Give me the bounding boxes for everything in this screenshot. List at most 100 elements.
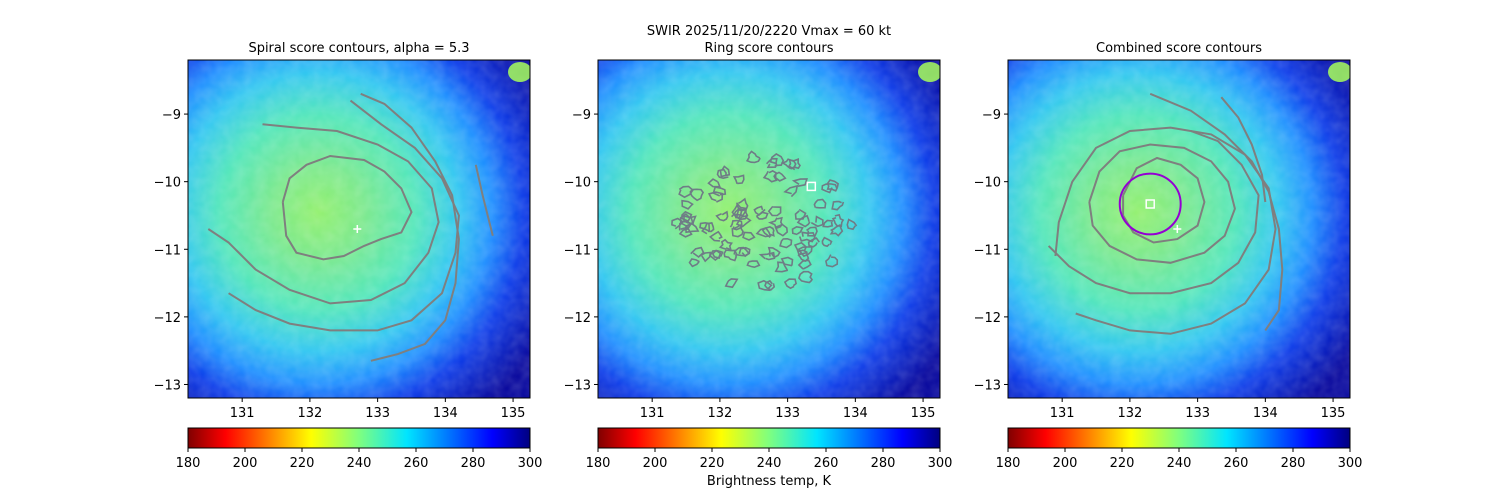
contour-line (360, 92, 460, 362)
ring-contour (783, 278, 797, 290)
ring-contour (742, 231, 756, 241)
ring-contour (734, 246, 751, 257)
colorbar-tick-label: 180 (586, 456, 611, 471)
x-tick-label: 134 (843, 406, 868, 421)
ring-contour (774, 223, 789, 237)
ring-contour (780, 256, 794, 267)
ring-contour (729, 219, 743, 231)
colorbar-tick-label: 280 (1281, 456, 1306, 471)
y-tick-label: −11 (974, 243, 1001, 258)
panel-title: Combined score contours (1096, 41, 1262, 56)
colorbar (1007, 427, 1351, 449)
colorbar-tick-label: 180 (176, 456, 201, 471)
ring-contour (797, 270, 814, 284)
ring-contour (779, 237, 793, 249)
ring-contour (822, 219, 834, 228)
ring-contour (757, 279, 773, 292)
x-tick-label: 134 (1253, 406, 1278, 421)
ring-contour (761, 226, 775, 239)
ring-contour (731, 223, 744, 238)
colorbar-tick-label: 260 (814, 456, 839, 471)
ring-contour (762, 169, 778, 183)
y-tick-label: −10 (564, 176, 591, 191)
ring-contour (807, 237, 820, 248)
colorbar (597, 427, 941, 449)
x-tick-label: 135 (1321, 406, 1346, 421)
contour-line (281, 154, 413, 261)
contour-line (1047, 130, 1260, 295)
contour-line (1220, 96, 1267, 203)
x-tick-label: 135 (911, 406, 936, 421)
x-tick-label: 133 (365, 406, 390, 421)
ring-contour (736, 197, 749, 211)
ring-contour (745, 150, 761, 164)
ring-contour (797, 249, 810, 263)
ring-contour (712, 186, 727, 197)
ring-contour (780, 158, 797, 170)
x-tick-label: 131 (640, 406, 665, 421)
ring-contour (821, 236, 833, 248)
colorbar-tick-label: 180 (996, 456, 1021, 471)
y-tick-label: −9 (982, 108, 1001, 123)
ring-contour (755, 211, 769, 220)
ring-contour (690, 246, 705, 259)
panel-1: Spiral score contours, alpha = 5.3 131 132… (154, 41, 543, 471)
colorbar-tick-label: 240 (347, 456, 372, 471)
colorbar-tick-label: 220 (290, 456, 315, 471)
ring-contour (831, 200, 845, 211)
colorbar-tick-label: 260 (404, 456, 429, 471)
x-tick-label: 133 (775, 406, 800, 421)
satellite-image (598, 60, 940, 398)
ring-contour (715, 210, 729, 222)
center-marker-square (806, 181, 817, 192)
y-tick-label: −13 (974, 378, 1001, 393)
ring-contour (707, 191, 724, 203)
ring-contour (797, 259, 812, 270)
center-marker-plus (1173, 225, 1182, 233)
ring-contour (731, 209, 743, 219)
colorbar-tick-label: 300 (1338, 456, 1363, 471)
ring-contour (794, 208, 807, 220)
ring-contour (731, 202, 747, 217)
satellite-image (1008, 60, 1350, 398)
x-tick-label: 131 (230, 406, 255, 421)
ring-contour (758, 251, 776, 261)
ring-contour (724, 278, 739, 289)
ring-contour (797, 246, 813, 258)
ring-contour (796, 214, 811, 228)
y-tick-label: −13 (154, 378, 181, 393)
contour-line (228, 99, 460, 332)
ring-contour (718, 238, 733, 252)
ring-contour (798, 231, 816, 243)
ring-contour (829, 223, 844, 237)
colorbar-tick-label: 220 (1110, 456, 1135, 471)
ring-contour (716, 168, 729, 180)
ring-contour (791, 178, 808, 187)
x-tick-label: 132 (297, 406, 322, 421)
ring-contour (746, 260, 761, 269)
ring-contour (701, 222, 715, 235)
ring-contour (711, 249, 722, 259)
ring-contour (681, 199, 694, 210)
ring-contour (689, 188, 705, 202)
ring-contour (709, 230, 723, 242)
y-tick-label: −11 (564, 243, 591, 258)
colorbar-tick-label: 280 (871, 456, 896, 471)
ring-contour (826, 179, 839, 192)
ring-contour (767, 246, 781, 259)
ring-contour (698, 251, 712, 263)
center-marker-square (1145, 199, 1155, 209)
ring-contour (707, 178, 721, 188)
y-tick-label: −12 (974, 311, 1001, 326)
ring-contour (678, 227, 693, 238)
colorbar-tick-label: 260 (1224, 456, 1249, 471)
x-tick-label: 135 (501, 406, 526, 421)
colorbar-tick-label: 200 (1053, 456, 1078, 471)
ring-contour (810, 215, 824, 228)
colorbar-tick-label: 300 (518, 456, 543, 471)
ring-contour (831, 213, 845, 228)
ring-contour (688, 258, 700, 268)
ring-contour (813, 198, 827, 209)
ring-contour (774, 261, 789, 273)
